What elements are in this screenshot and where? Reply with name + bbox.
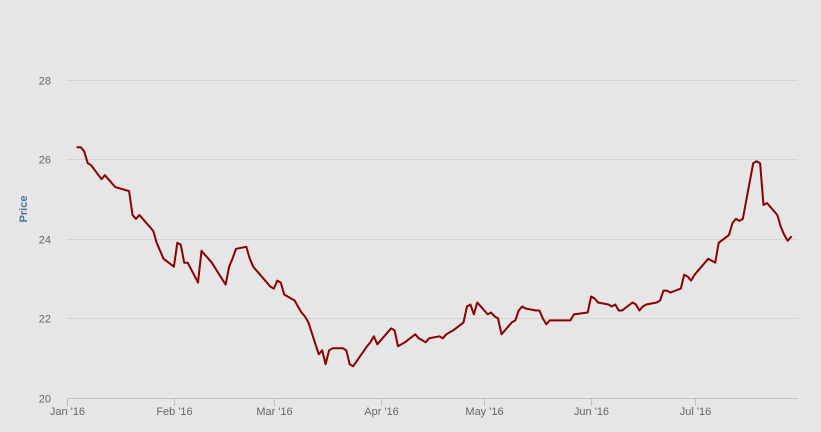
y-tick-label: 24 (39, 235, 51, 247)
x-tick-label: Jan '16 (50, 406, 85, 418)
y-tick-label: 20 (39, 394, 51, 406)
x-tick-label: Mar '16 (256, 406, 292, 418)
series-layer (76, 146, 793, 368)
axes: 20 22 24 26 28 Jan '16 Feb '16 Mar '16 Apr '16 Ma… (39, 76, 711, 419)
x-tick-label: Jun '16 (574, 406, 609, 418)
x-tick-label: May '16 (465, 406, 503, 418)
x-tick-label: Jul '16 (680, 406, 711, 418)
x-tick-label: Feb '16 (156, 406, 192, 418)
y-axis-title: Price (18, 196, 30, 223)
x-tick-label: Apr '16 (364, 406, 399, 418)
y-tick-label: 28 (39, 76, 51, 88)
price-series-line (76, 146, 793, 368)
gridlines (67, 80, 798, 399)
y-tick-label: 22 (39, 314, 51, 326)
y-tick-label: 26 (39, 155, 51, 167)
